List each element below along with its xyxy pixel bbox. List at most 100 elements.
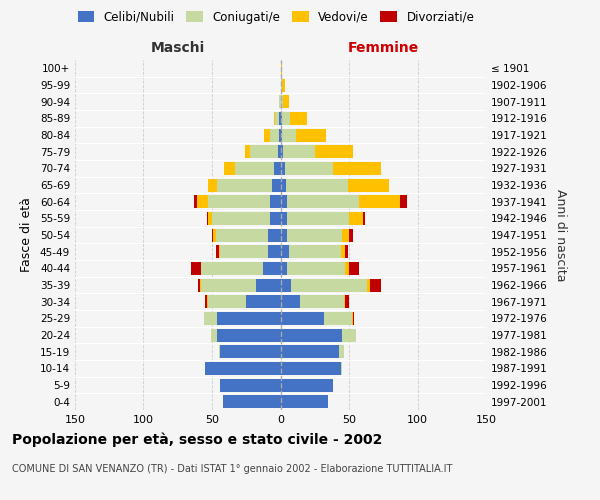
Bar: [281, 78, 282, 92]
Bar: [194, 195, 197, 208]
Bar: [279, 95, 281, 108]
Bar: [349, 262, 359, 275]
Bar: [219, 345, 220, 358]
Bar: [214, 228, 216, 241]
Bar: [246, 295, 281, 308]
Bar: [220, 378, 281, 392]
Bar: [191, 262, 201, 275]
Bar: [208, 195, 269, 208]
Bar: [281, 295, 299, 308]
Bar: [269, 128, 279, 141]
Bar: [281, 245, 289, 258]
Bar: [220, 245, 268, 258]
Bar: [349, 212, 363, 225]
Bar: [281, 145, 283, 158]
Bar: [269, 212, 281, 225]
Bar: [344, 295, 345, 308]
Bar: [281, 112, 282, 125]
Bar: [281, 278, 292, 291]
Bar: [211, 328, 217, 342]
Bar: [235, 162, 274, 175]
Bar: [367, 278, 370, 291]
Bar: [263, 262, 281, 275]
Bar: [250, 145, 278, 158]
Bar: [281, 178, 286, 192]
Bar: [332, 162, 380, 175]
Bar: [370, 278, 380, 291]
Bar: [296, 128, 326, 141]
Bar: [206, 212, 208, 225]
Bar: [315, 145, 353, 158]
Bar: [345, 262, 349, 275]
Bar: [197, 195, 208, 208]
Bar: [359, 195, 400, 208]
Bar: [400, 195, 407, 208]
Bar: [299, 295, 344, 308]
Bar: [345, 245, 347, 258]
Bar: [201, 278, 256, 291]
Bar: [363, 212, 365, 225]
Bar: [275, 112, 279, 125]
Bar: [216, 228, 268, 241]
Legend: Celibi/Nubili, Coniugati/e, Vedovi/e, Divorziati/e: Celibi/Nubili, Coniugati/e, Vedovi/e, Di…: [73, 6, 479, 28]
Bar: [268, 228, 281, 241]
Bar: [212, 212, 269, 225]
Bar: [281, 378, 332, 392]
Bar: [281, 312, 325, 325]
Bar: [349, 228, 353, 241]
Bar: [341, 245, 345, 258]
Bar: [274, 162, 281, 175]
Bar: [256, 278, 281, 291]
Bar: [345, 295, 349, 308]
Bar: [340, 345, 344, 358]
Bar: [286, 178, 347, 192]
Bar: [283, 95, 289, 108]
Bar: [281, 262, 287, 275]
Bar: [205, 295, 206, 308]
Bar: [290, 112, 307, 125]
Bar: [216, 245, 219, 258]
Bar: [223, 395, 281, 408]
Bar: [281, 228, 287, 241]
Bar: [217, 312, 281, 325]
Bar: [278, 145, 281, 158]
Bar: [200, 278, 201, 291]
Bar: [281, 345, 340, 358]
Bar: [353, 312, 355, 325]
Bar: [341, 362, 342, 375]
Bar: [201, 262, 263, 275]
Bar: [272, 178, 281, 192]
Bar: [342, 328, 356, 342]
Bar: [264, 128, 269, 141]
Bar: [206, 295, 208, 308]
Bar: [352, 312, 353, 325]
Bar: [281, 328, 342, 342]
Bar: [245, 145, 250, 158]
Bar: [217, 178, 272, 192]
Bar: [282, 112, 290, 125]
Bar: [212, 228, 214, 241]
Y-axis label: Anni di nascita: Anni di nascita: [554, 188, 567, 281]
Bar: [224, 162, 235, 175]
Text: COMUNE DI SAN VENANZO (TR) - Dati ISTAT 1° gennaio 2002 - Elaborazione TUTTITALI: COMUNE DI SAN VENANZO (TR) - Dati ISTAT …: [12, 464, 452, 474]
Bar: [325, 312, 352, 325]
Bar: [204, 312, 217, 325]
Bar: [282, 78, 284, 92]
Bar: [287, 262, 345, 275]
Bar: [279, 128, 281, 141]
Bar: [287, 212, 349, 225]
Text: Femmine: Femmine: [347, 41, 419, 55]
Bar: [217, 328, 281, 342]
Text: Maschi: Maschi: [151, 41, 205, 55]
Bar: [342, 228, 349, 241]
Text: Popolazione per età, sesso e stato civile - 2002: Popolazione per età, sesso e stato civil…: [12, 432, 382, 447]
Bar: [268, 245, 281, 258]
Bar: [281, 162, 284, 175]
Bar: [274, 112, 275, 125]
Bar: [281, 128, 282, 141]
Bar: [281, 362, 341, 375]
Bar: [198, 278, 200, 291]
Bar: [220, 345, 281, 358]
Bar: [208, 212, 212, 225]
Bar: [283, 145, 315, 158]
